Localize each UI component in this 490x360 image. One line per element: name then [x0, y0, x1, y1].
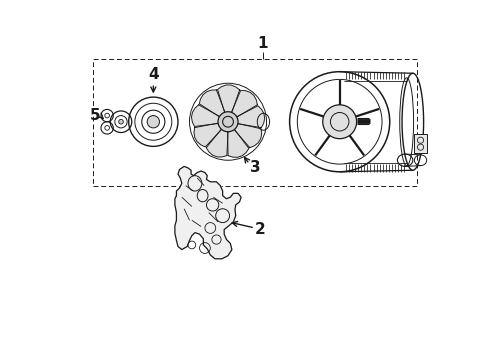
Polygon shape	[199, 90, 225, 117]
Text: 2: 2	[255, 222, 266, 237]
Polygon shape	[206, 129, 228, 157]
Text: 3: 3	[249, 161, 260, 175]
Polygon shape	[192, 105, 220, 126]
Polygon shape	[231, 90, 257, 117]
Polygon shape	[234, 123, 262, 148]
Polygon shape	[175, 166, 241, 259]
Polygon shape	[194, 123, 221, 147]
Circle shape	[119, 120, 123, 124]
Text: 4: 4	[148, 67, 159, 82]
Polygon shape	[237, 106, 265, 128]
Circle shape	[323, 105, 357, 139]
Circle shape	[147, 116, 160, 128]
Polygon shape	[228, 129, 249, 157]
Text: 1: 1	[257, 36, 268, 51]
Circle shape	[218, 112, 238, 132]
Bar	[414, 134, 427, 153]
Text: 5: 5	[90, 108, 100, 123]
Bar	[93, 59, 416, 186]
Polygon shape	[218, 85, 240, 112]
